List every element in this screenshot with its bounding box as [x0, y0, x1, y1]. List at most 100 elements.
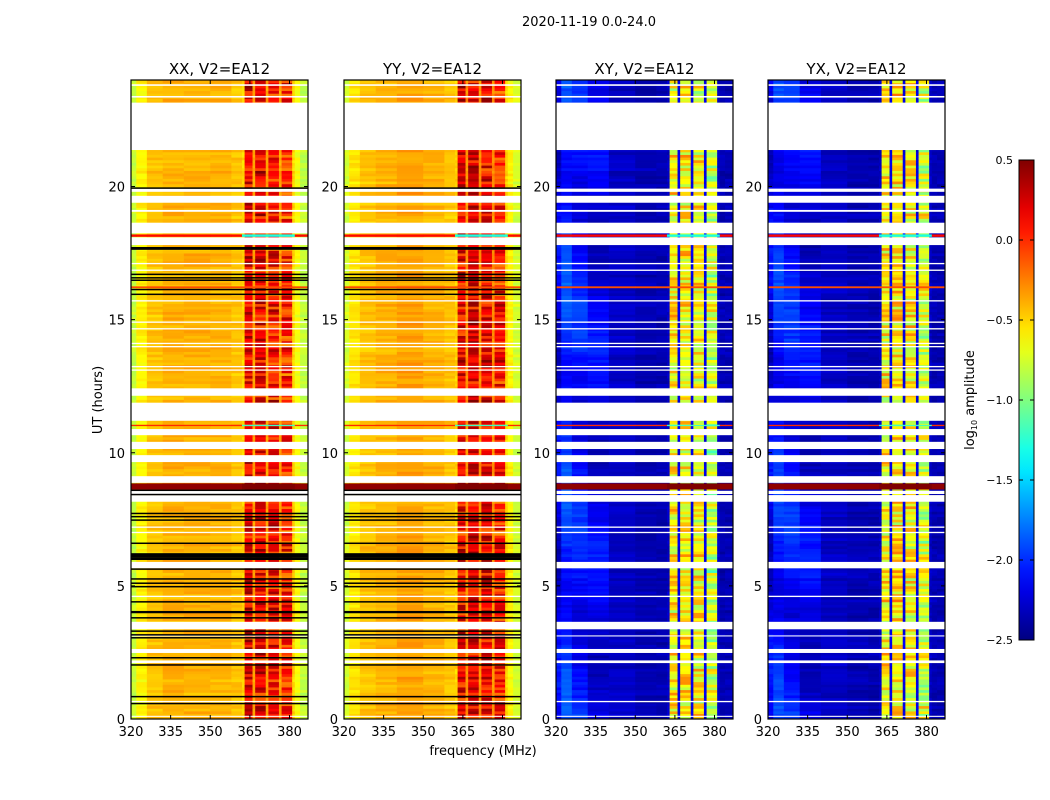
heatmap-cell	[268, 90, 280, 94]
heatmap-cell	[281, 261, 293, 265]
heatmap-cell	[131, 343, 137, 347]
heatmap-cell	[481, 668, 493, 672]
flag-line	[131, 519, 308, 521]
heatmap-cell	[183, 631, 211, 635]
heatmap-cell	[349, 705, 361, 709]
heatmap-cell	[252, 271, 256, 275]
heatmap-cell	[244, 261, 253, 265]
special-row-cell	[265, 483, 269, 490]
heatmap-cell	[210, 378, 232, 382]
heatmap-cell	[300, 93, 309, 97]
heatmap-cell	[481, 673, 493, 677]
heatmap-cell	[241, 607, 245, 611]
heatmap-cell	[281, 543, 293, 547]
heatmap-cell	[255, 375, 267, 379]
heatmap-cell	[146, 593, 164, 597]
heatmap-cell	[241, 213, 245, 217]
heatmap-cell	[210, 439, 232, 443]
heatmap-cell	[268, 151, 280, 155]
heatmap-cell	[294, 282, 301, 286]
heatmap-cell	[294, 527, 301, 531]
heatmap-cell	[136, 591, 148, 595]
heatmap-cell	[162, 210, 185, 214]
heatmap-cell	[136, 705, 148, 709]
heatmap-cell	[252, 639, 256, 643]
heatmap-cell	[468, 676, 480, 680]
heatmap-cell	[183, 434, 211, 438]
heatmap-cell	[241, 372, 245, 376]
heatmap-cell	[146, 399, 164, 403]
heatmap-cell	[255, 303, 267, 307]
heatmap-cell	[268, 708, 280, 712]
flag-line	[131, 558, 308, 560]
heatmap-cell	[183, 513, 211, 518]
heatmap-cell	[278, 300, 282, 305]
heatmap-cell	[231, 529, 243, 534]
heatmap-cell	[210, 596, 232, 600]
heatmap-cell	[231, 572, 243, 576]
heatmap-cell	[478, 665, 482, 669]
heatmap-cell	[241, 655, 245, 659]
heatmap-cell	[146, 513, 164, 518]
heatmap-cell	[183, 348, 211, 352]
heatmap-cell	[244, 346, 253, 350]
heatmap-cell	[292, 330, 296, 334]
heatmap-cell	[255, 311, 267, 315]
heatmap-cell	[294, 711, 301, 715]
heatmap-cell	[278, 543, 282, 547]
heatmap-cell	[146, 375, 164, 379]
heatmap-cell	[255, 450, 267, 454]
heatmap-cell	[281, 452, 293, 456]
heatmap-cell	[268, 165, 280, 169]
heatmap-cell	[300, 375, 309, 379]
heatmap-cell	[294, 261, 301, 265]
heatmap-cell	[241, 173, 245, 177]
heatmap-cell	[265, 175, 269, 179]
flagged-interval	[131, 700, 308, 703]
heatmap-cell	[210, 591, 232, 595]
heatmap-cell	[281, 516, 293, 520]
heatmap-cell	[300, 399, 309, 403]
heatmap-cell	[265, 261, 269, 265]
heatmap-cell	[268, 588, 280, 592]
heatmap-cell	[241, 703, 245, 707]
heatmap-cell	[255, 330, 267, 334]
heatmap-cell	[252, 202, 256, 206]
heatmap-cell	[255, 386, 267, 390]
heatmap-cell	[146, 300, 164, 305]
heatmap-cell	[241, 157, 245, 161]
heatmap-cell	[146, 372, 164, 376]
heatmap-cell	[468, 684, 480, 688]
heatmap-cell	[231, 545, 243, 549]
heatmap-cell	[131, 506, 137, 510]
heatmap-cell	[294, 716, 301, 720]
heatmap-cell	[244, 513, 253, 518]
heatmap-cell	[241, 338, 245, 342]
heatmap-cell	[268, 426, 280, 430]
heatmap-cell	[252, 311, 256, 315]
heatmap-cell	[252, 165, 256, 169]
heatmap-cell	[300, 692, 309, 696]
heatmap-cell	[294, 191, 301, 195]
heatmap-cell	[244, 245, 253, 249]
heatmap-cell	[478, 671, 482, 675]
heatmap-cell	[241, 332, 245, 336]
heatmap-cell	[244, 599, 253, 603]
heatmap-cell	[300, 689, 309, 693]
heatmap-cell	[300, 500, 309, 504]
heatmap-cell	[255, 218, 267, 222]
heatmap-cell	[241, 295, 245, 299]
heatmap-cell	[183, 378, 211, 382]
flagged-interval	[131, 531, 308, 534]
heatmap-cell	[268, 202, 280, 206]
heatmap-cell	[241, 644, 245, 648]
flagged-interval	[131, 84, 308, 86]
heatmap-cell	[210, 639, 232, 643]
heatmap-cell	[183, 604, 211, 608]
heatmap-cell	[268, 671, 280, 675]
heatmap-cell	[349, 668, 361, 672]
heatmap-cell	[183, 460, 211, 464]
heatmap-cell	[375, 679, 398, 683]
heatmap-cell	[162, 607, 185, 611]
